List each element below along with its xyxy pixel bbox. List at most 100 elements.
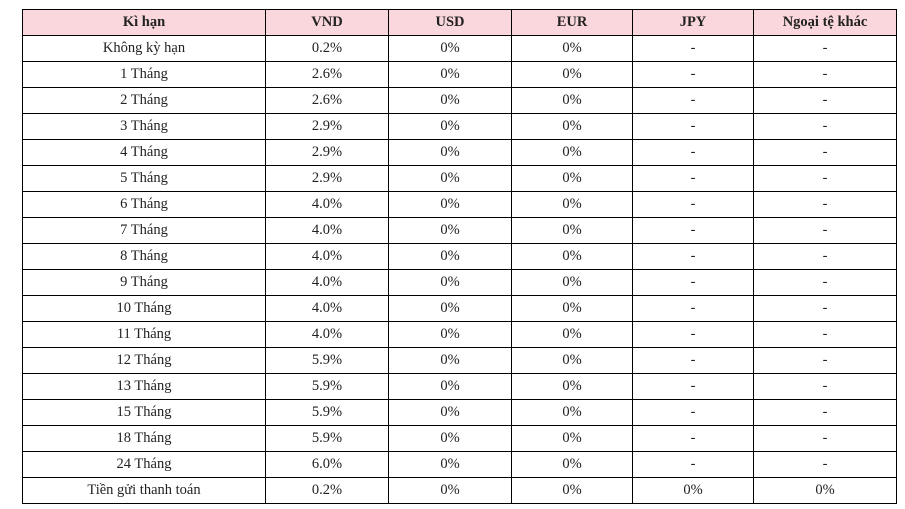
term-cell: 13 Tháng xyxy=(22,373,266,400)
table-row: Không kỳ hạn 0.2% 0% 0% - - xyxy=(22,35,897,62)
table-row: 18 Tháng 5.9% 0% 0% - - xyxy=(22,425,897,452)
rate-cell-eur: 0% xyxy=(511,243,633,270)
rate-cell-other: - xyxy=(753,191,897,218)
rate-cell-vnd: 4.0% xyxy=(265,217,389,244)
rate-cell-usd: 0% xyxy=(388,243,512,270)
rate-cell-vnd: 4.0% xyxy=(265,321,389,348)
rate-cell-usd: 0% xyxy=(388,165,512,192)
rate-cell-eur: 0% xyxy=(511,295,633,322)
rate-cell-eur: 0% xyxy=(511,87,633,114)
rate-cell-vnd: 5.9% xyxy=(265,373,389,400)
rate-cell-usd: 0% xyxy=(388,399,512,426)
table-row: 6 Tháng 4.0% 0% 0% - - xyxy=(22,191,897,218)
rate-cell-eur: 0% xyxy=(511,139,633,166)
rate-cell-other: - xyxy=(753,451,897,478)
term-cell: 3 Tháng xyxy=(22,113,266,140)
column-header-usd: USD xyxy=(388,9,512,36)
rate-cell-other: - xyxy=(753,347,897,374)
rate-cell-vnd: 4.0% xyxy=(265,295,389,322)
rate-cell-jpy: - xyxy=(632,451,754,478)
table-row: 3 Tháng 2.9% 0% 0% - - xyxy=(22,113,897,140)
table-row: 4 Tháng 2.9% 0% 0% - - xyxy=(22,139,897,166)
rate-cell-eur: 0% xyxy=(511,35,633,62)
rate-cell-jpy: 0% xyxy=(632,477,754,504)
rate-cell-eur: 0% xyxy=(511,217,633,244)
table-row: 7 Tháng 4.0% 0% 0% - - xyxy=(22,217,897,244)
rate-cell-other: - xyxy=(753,321,897,348)
rate-cell-eur: 0% xyxy=(511,269,633,296)
header-row: Kì hạn VND USD EUR JPY Ngoại tệ khác xyxy=(22,9,897,36)
rate-cell-vnd: 2.9% xyxy=(265,165,389,192)
table-body: Không kỳ hạn 0.2% 0% 0% - -1 Tháng 2.6% 0% 0% - -2… xyxy=(22,35,897,504)
rate-cell-vnd: 6.0% xyxy=(265,451,389,478)
rate-cell-other: - xyxy=(753,139,897,166)
term-cell: Tiền gửi thanh toán xyxy=(22,477,266,504)
table-row: 10 Tháng 4.0% 0% 0% - - xyxy=(22,295,897,322)
rate-cell-vnd: 2.9% xyxy=(265,113,389,140)
rate-cell-vnd: 0.2% xyxy=(265,35,389,62)
rate-cell-usd: 0% xyxy=(388,295,512,322)
rate-cell-eur: 0% xyxy=(511,425,633,452)
rate-cell-vnd: 5.9% xyxy=(265,347,389,374)
term-cell: Không kỳ hạn xyxy=(22,35,266,62)
rate-cell-vnd: 4.0% xyxy=(265,191,389,218)
rate-cell-usd: 0% xyxy=(388,321,512,348)
rate-cell-jpy: - xyxy=(632,269,754,296)
rate-cell-jpy: - xyxy=(632,191,754,218)
rate-cell-vnd: 2.6% xyxy=(265,61,389,88)
rate-cell-usd: 0% xyxy=(388,347,512,374)
rate-cell-jpy: - xyxy=(632,139,754,166)
rate-cell-other: - xyxy=(753,113,897,140)
rate-cell-jpy: - xyxy=(632,87,754,114)
rate-cell-jpy: - xyxy=(632,35,754,62)
rate-cell-usd: 0% xyxy=(388,139,512,166)
table-row: 9 Tháng 4.0% 0% 0% - - xyxy=(22,269,897,296)
column-header-jpy: JPY xyxy=(632,9,754,36)
rate-cell-jpy: - xyxy=(632,425,754,452)
rate-cell-usd: 0% xyxy=(388,87,512,114)
table-row: Tiền gửi thanh toán 0.2% 0% 0% 0% 0% xyxy=(22,477,897,504)
rate-cell-eur: 0% xyxy=(511,477,633,504)
rate-cell-other: - xyxy=(753,373,897,400)
column-header-other: Ngoại tệ khác xyxy=(753,9,897,36)
rate-cell-vnd: 4.0% xyxy=(265,243,389,270)
rate-cell-usd: 0% xyxy=(388,477,512,504)
rate-cell-jpy: - xyxy=(632,295,754,322)
term-cell: 4 Tháng xyxy=(22,139,266,166)
term-cell: 2 Tháng xyxy=(22,87,266,114)
rate-cell-usd: 0% xyxy=(388,217,512,244)
rate-cell-usd: 0% xyxy=(388,191,512,218)
rate-cell-other: - xyxy=(753,399,897,426)
rate-cell-other: - xyxy=(753,165,897,192)
rate-cell-vnd: 0.2% xyxy=(265,477,389,504)
rate-cell-other: - xyxy=(753,295,897,322)
table-row: 2 Tháng 2.6% 0% 0% - - xyxy=(22,87,897,114)
rate-cell-jpy: - xyxy=(632,321,754,348)
rate-cell-other: - xyxy=(753,87,897,114)
term-cell: 5 Tháng xyxy=(22,165,266,192)
rate-cell-other: - xyxy=(753,35,897,62)
term-cell: 6 Tháng xyxy=(22,191,266,218)
rate-cell-jpy: - xyxy=(632,347,754,374)
rate-cell-vnd: 5.9% xyxy=(265,399,389,426)
rate-cell-eur: 0% xyxy=(511,347,633,374)
table-row: 13 Tháng 5.9% 0% 0% - - xyxy=(22,373,897,400)
rate-cell-eur: 0% xyxy=(511,191,633,218)
rate-cell-other: - xyxy=(753,243,897,270)
term-cell: 12 Tháng xyxy=(22,347,266,374)
rate-cell-usd: 0% xyxy=(388,113,512,140)
term-cell: 9 Tháng xyxy=(22,269,266,296)
rate-cell-vnd: 2.6% xyxy=(265,87,389,114)
term-cell: 10 Tháng xyxy=(22,295,266,322)
rate-cell-other: - xyxy=(753,269,897,296)
term-cell: 18 Tháng xyxy=(22,425,266,452)
rate-cell-jpy: - xyxy=(632,165,754,192)
column-header-vnd: VND xyxy=(265,9,389,36)
rate-cell-usd: 0% xyxy=(388,61,512,88)
table-row: 1 Tháng 2.6% 0% 0% - - xyxy=(22,61,897,88)
rate-cell-vnd: 2.9% xyxy=(265,139,389,166)
rate-cell-eur: 0% xyxy=(511,321,633,348)
rate-cell-eur: 0% xyxy=(511,113,633,140)
table-row: 12 Tháng 5.9% 0% 0% - - xyxy=(22,347,897,374)
